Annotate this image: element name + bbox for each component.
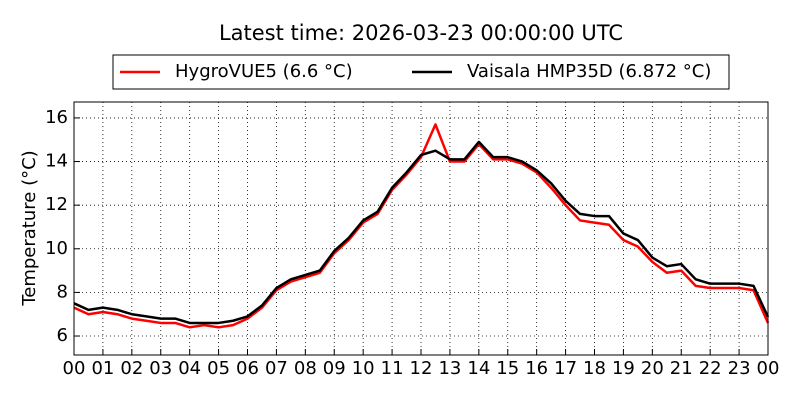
x-tick-label: 09 [323,358,346,379]
x-tick-label: 21 [670,358,693,379]
x-tick-label: 00 [757,358,780,379]
y-tick-label: 16 [45,107,68,128]
x-tick-label: 07 [265,358,288,379]
y-tick-label: 14 [45,151,68,172]
x-tick-label: 15 [496,358,519,379]
x-tick-label: 04 [178,358,201,379]
x-tick-label: 16 [525,358,548,379]
x-tick-label: 01 [91,358,114,379]
x-tick-label: 23 [728,358,751,379]
legend-label: Vaisala HMP35D (6.872 °C) [467,61,711,82]
x-tick-label: 11 [381,358,404,379]
x-tick-label: 08 [294,358,317,379]
y-tick-label: 12 [45,194,68,215]
legend-label: HygroVUE5 (6.6 °C) [175,61,353,82]
x-tick-label: 22 [699,358,722,379]
x-tick-label: 02 [120,358,143,379]
x-tick-label: 00 [63,358,86,379]
x-tick-label: 13 [438,358,461,379]
x-tick-label: 17 [554,358,577,379]
y-tick-label: 10 [45,238,68,259]
series-line [73,140,770,325]
y-axis-label: Temperature (°C) [19,150,40,306]
x-tick-label: 12 [410,358,433,379]
chart-title: Latest time: 2026-03-23 00:00:00 UTC [219,21,623,45]
x-tick-label: 03 [149,358,172,379]
y-tick-label: 8 [57,281,68,302]
x-tick-label: 14 [467,358,490,379]
x-tick-label: 05 [207,358,230,379]
y-tick-label: 6 [57,325,68,346]
series-line [73,123,770,329]
plot-frame [73,101,769,356]
x-tick-label: 18 [583,358,606,379]
x-tick-label: 19 [612,358,635,379]
x-tick-label: 10 [352,358,375,379]
x-tick-label: 20 [641,358,664,379]
x-tick-label: 06 [236,358,259,379]
